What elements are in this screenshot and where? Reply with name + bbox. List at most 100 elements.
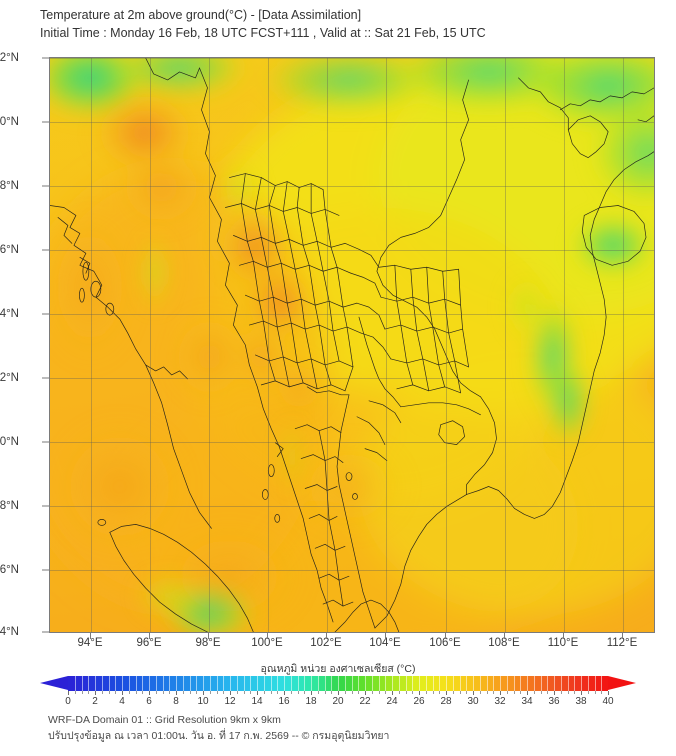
colorbar-cell (344, 676, 353, 691)
colorbar-cell (230, 676, 238, 691)
colorbar-tick-label: 20 (332, 696, 344, 707)
colorbar-cell (567, 676, 575, 691)
colorbar-cell (392, 676, 400, 691)
colorbar-tick (149, 691, 150, 695)
colorbar-tick (142, 691, 144, 694)
colorbar-cell-separator (493, 676, 495, 691)
colorbar-cell (155, 676, 164, 691)
colorbar-cell-separator (567, 676, 569, 691)
colorbar-tick (351, 691, 353, 694)
colorbar-cell (331, 676, 339, 691)
colorbar-cell (263, 676, 272, 691)
colorbar-tick (378, 691, 380, 694)
colorbar-cell-separator (358, 676, 360, 691)
colorbar-cell (459, 676, 467, 691)
colorbar-tick (527, 691, 528, 695)
colorbar-cell-separator (108, 676, 110, 691)
lon-label: 94°E (77, 637, 103, 649)
colorbar-cell (506, 676, 515, 691)
colorbar-cell-separator (500, 676, 501, 691)
colorbar-cell-separator (419, 676, 420, 691)
colorbar-tick (567, 691, 569, 694)
colorbar-cell (486, 676, 494, 691)
colorbar-cell-separator (506, 676, 508, 691)
colorbar-tick (500, 691, 501, 695)
lat-label: 8°N (0, 500, 19, 512)
colorbar-cell (513, 676, 521, 691)
colorbar-cell-separator (263, 676, 265, 691)
colorbar-cell (311, 676, 319, 691)
colorbar-tick (115, 691, 117, 694)
lon-label: 100°E (251, 637, 283, 649)
colorbar-cell (587, 676, 596, 691)
colorbar-tick-label: 18 (305, 696, 317, 707)
colorbar-cell (540, 676, 548, 691)
colorbar-cell (317, 676, 326, 691)
colorbar-cell-separator (196, 676, 198, 691)
colorbar-cell-separator (135, 676, 137, 691)
colorbar-cell (324, 676, 332, 691)
colorbar-tick (398, 691, 400, 694)
colorbar-tick (479, 691, 481, 694)
colorbar-cell (115, 676, 123, 691)
colorbar-cell-separator (520, 676, 522, 691)
colorbar-cell-separator (344, 676, 346, 691)
colorbar-cell-separator (371, 676, 373, 691)
colorbar-cell (439, 676, 447, 691)
colorbar-cell (358, 676, 366, 691)
colorbar-cell (196, 676, 204, 691)
colorbar-tick-label: 8 (173, 696, 179, 707)
colorbar-tick (513, 691, 515, 694)
colorbar-extend-low-arrow (40, 676, 68, 690)
colorbar-tick (459, 691, 461, 694)
colorbar-cell (412, 676, 420, 691)
colorbar-cell-separator (601, 676, 603, 691)
colorbar-tick (216, 691, 218, 694)
colorbar-tick-label: 4 (119, 696, 125, 707)
colorbar-cell (74, 676, 83, 691)
colorbar-cell (500, 676, 508, 691)
colorbar-tick (101, 691, 103, 694)
colorbar-tick (270, 691, 272, 694)
lat-label: 10°N (0, 436, 19, 448)
colorbar-tick (473, 691, 474, 695)
colorbar-cell-separator (182, 676, 184, 691)
lat-label: 16°N (0, 244, 19, 256)
colorbar-tick-label: 16 (278, 696, 290, 707)
colorbar-tick (277, 691, 279, 694)
colorbar-tick (317, 691, 319, 694)
footer-block: WRF-DA Domain 01 :: Grid Resolution 9km … (48, 712, 648, 744)
colorbar-tick-label: 10 (197, 696, 209, 707)
colorbar-cell-separator (169, 676, 171, 691)
colorbar-tick (88, 691, 90, 694)
colorbar-cell-separator (230, 676, 231, 691)
colorbar-cell-separator (155, 676, 157, 691)
colorbar-tick (297, 691, 299, 694)
colorbar-tick (466, 691, 468, 694)
colorbar-cell (473, 676, 481, 691)
colorbar-tick (574, 691, 576, 694)
colorbar-gradient (68, 676, 608, 691)
colorbar-cell-separator (513, 676, 515, 691)
colorbar-cell-separator (452, 676, 454, 691)
colorbar-cell (554, 676, 562, 691)
lon-label: 112°E (606, 637, 638, 649)
colorbar-tick (108, 691, 110, 694)
colorbar-cell-separator (142, 676, 144, 691)
colorbar-cell-separator (290, 676, 292, 691)
colorbar-cell-separator (432, 676, 434, 691)
colorbar-cell (108, 676, 116, 691)
colorbar-cell (419, 676, 427, 691)
colorbar-tick-label: 34 (521, 696, 533, 707)
colorbar-tick-label: 24 (386, 696, 398, 707)
colorbar-cell-separator (162, 676, 164, 691)
colorbar-cell (338, 676, 346, 691)
colorbar-cell-separator (560, 676, 562, 691)
colorbar-cell-separator (149, 676, 150, 691)
colorbar-cell (135, 676, 143, 691)
colorbar-cell-separator (257, 676, 258, 691)
colorbar-cell-separator (270, 676, 272, 691)
lat-label: 20°N (0, 116, 19, 128)
colorbar-tick (392, 691, 393, 695)
lon-label: 102°E (310, 637, 342, 649)
